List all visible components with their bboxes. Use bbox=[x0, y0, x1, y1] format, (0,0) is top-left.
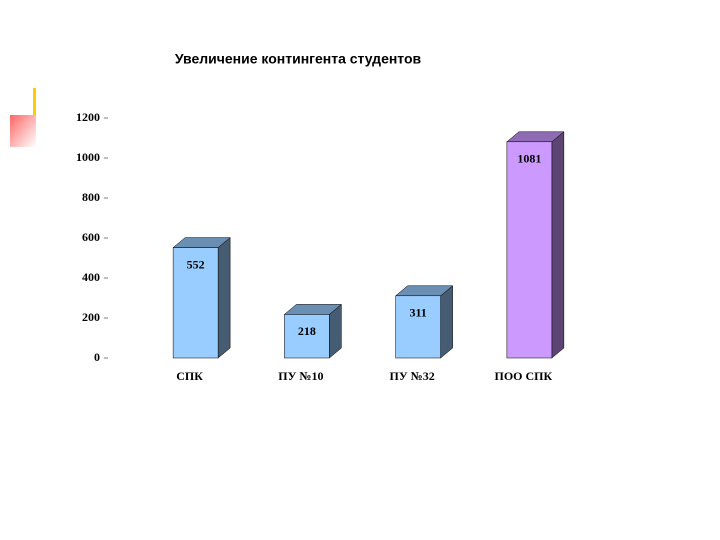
data-label: 218 bbox=[298, 324, 316, 338]
x-tick-label: ПУ №10 bbox=[278, 369, 323, 383]
bar bbox=[284, 314, 330, 359]
bar bbox=[506, 141, 553, 359]
y-tick-label: 0 bbox=[94, 350, 100, 364]
bar-side bbox=[440, 285, 453, 359]
y-tick-label: 800 bbox=[82, 190, 100, 204]
bar-side bbox=[551, 131, 565, 359]
bar-side bbox=[217, 237, 231, 359]
x-tick-label: ПУ №32 bbox=[390, 369, 435, 383]
x-tick-label: ПОО СПК bbox=[495, 369, 553, 383]
y-tick-label: 200 bbox=[82, 310, 100, 324]
bar bbox=[395, 295, 441, 359]
data-label: 552 bbox=[187, 257, 205, 271]
y-tick-label: 1200 bbox=[76, 110, 100, 124]
data-label: 311 bbox=[409, 306, 426, 320]
decor-block bbox=[10, 115, 36, 147]
data-label: 1081 bbox=[517, 152, 541, 166]
bar bbox=[172, 247, 219, 359]
y-tick-label: 600 bbox=[82, 230, 100, 244]
x-tick-label: СПК bbox=[176, 369, 203, 383]
y-tick-label: 400 bbox=[82, 270, 100, 284]
y-tick-label: 1000 bbox=[76, 150, 100, 164]
decor-bar bbox=[33, 88, 36, 116]
chart-title: Увеличение контингента студентов bbox=[175, 51, 422, 67]
